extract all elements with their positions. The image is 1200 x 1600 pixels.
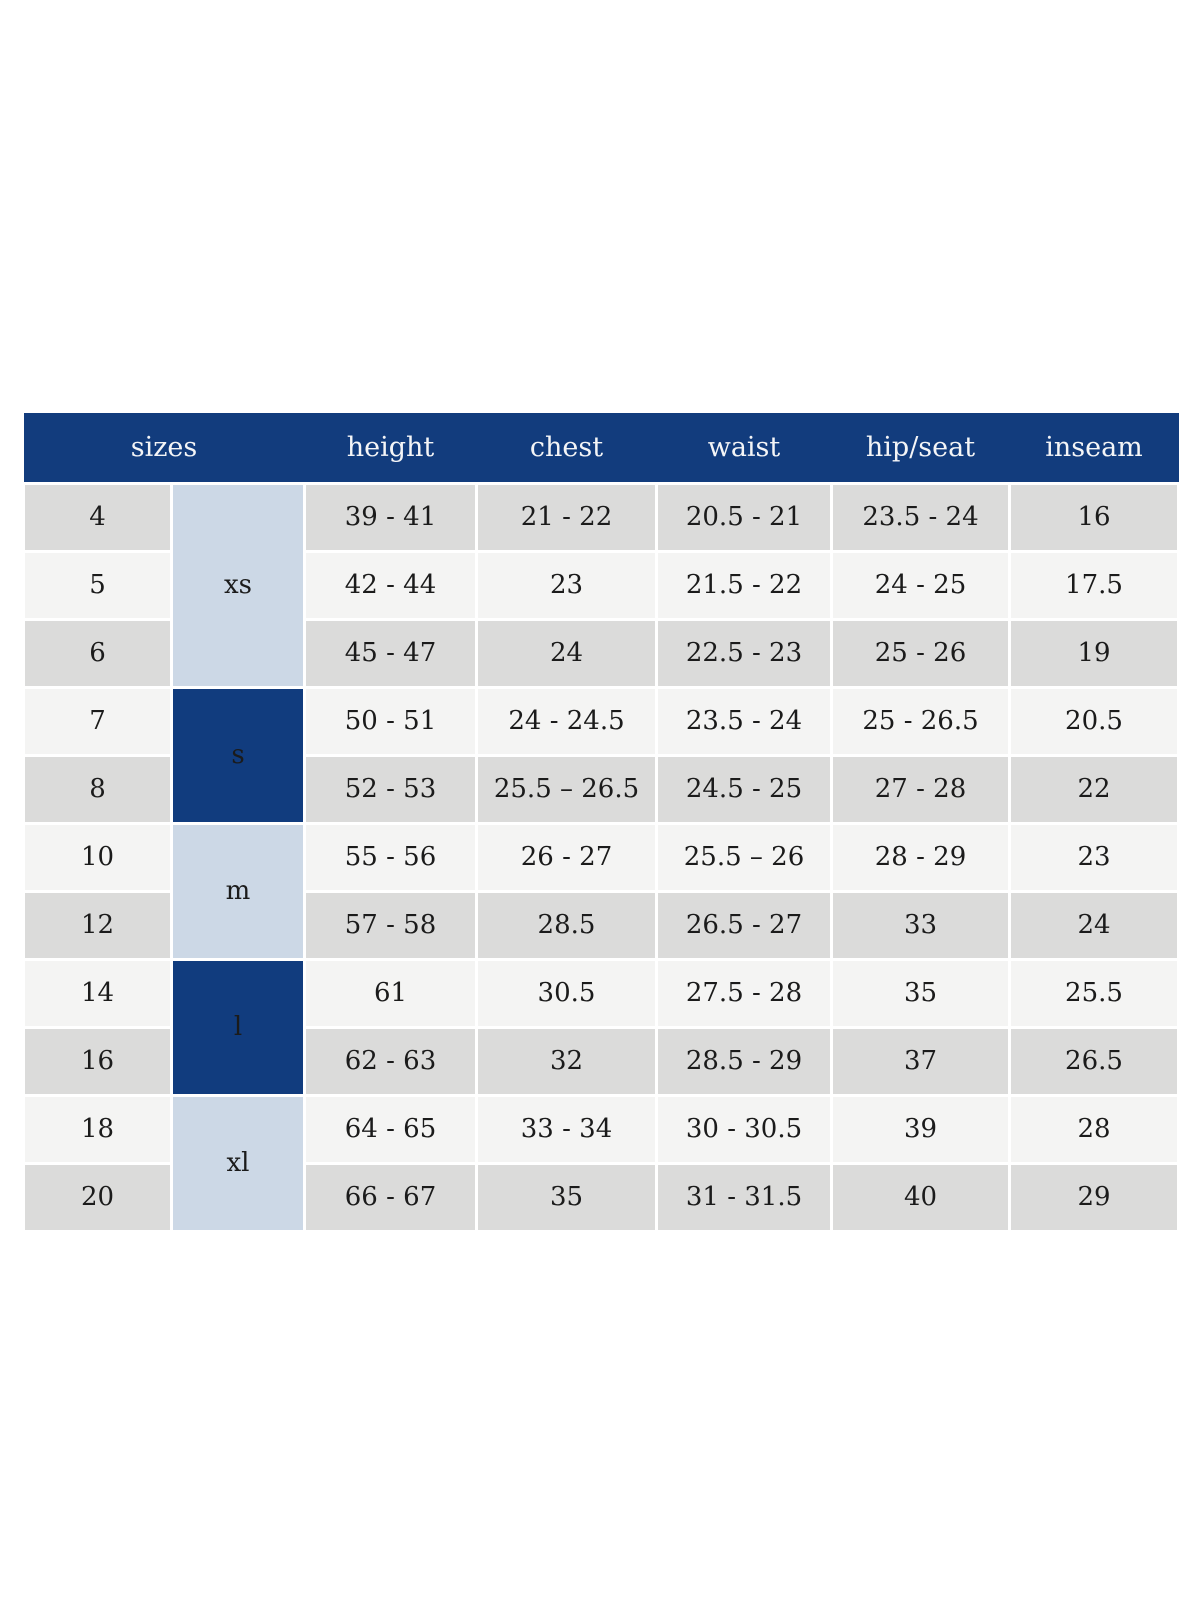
cell-inseam: 22: [1008, 753, 1180, 825]
cell-size: 10: [22, 821, 173, 893]
table-row: 7 s 50 - 51 24 - 24.5 23.5 - 24 25 - 26.…: [22, 685, 1180, 825]
cell-waist: 24.5 - 25: [655, 753, 833, 825]
table-row: 8 52 - 53 25.5 – 26.5 24.5 - 25 27 - 28 …: [22, 753, 1180, 825]
cell-size: 7: [22, 685, 173, 757]
column-header-waist: waist: [656, 413, 832, 483]
size-group-s: s: [170, 685, 306, 825]
cell-waist: 31 - 31.5: [655, 1161, 833, 1233]
table-row: 14 l 61 30.5 27.5 - 28 35 25.5: [22, 957, 1180, 1097]
cell-hip-seat: 25 - 26: [830, 617, 1011, 689]
cell-chest: 30.5: [475, 957, 658, 1029]
cell-hip-seat: 37: [830, 1025, 1011, 1097]
cell-height: 57 - 58: [303, 889, 478, 961]
cell-waist: 21.5 - 22: [655, 549, 833, 621]
cell-chest: 33 - 34: [475, 1093, 658, 1165]
cell-size: 14: [22, 957, 173, 1029]
cell-chest: 32: [475, 1025, 658, 1097]
size-group-l: l: [170, 957, 306, 1097]
cell-hip-seat: 40: [830, 1161, 1011, 1233]
cell-hip-seat: 25 - 26.5: [830, 685, 1011, 757]
cell-size: 6: [22, 617, 173, 689]
cell-size: 12: [22, 889, 173, 961]
table-row: 5 42 - 44 23 21.5 - 22 24 - 25 17.5: [22, 549, 1180, 621]
cell-waist: 28.5 - 29: [655, 1025, 833, 1097]
cell-hip-seat: 39: [830, 1093, 1011, 1165]
cell-size: 5: [22, 549, 173, 621]
cell-waist: 30 - 30.5: [655, 1093, 833, 1165]
size-group-xl: xl: [170, 1093, 306, 1233]
cell-waist: 20.5 - 21: [655, 481, 833, 553]
cell-chest: 24 - 24.5: [475, 685, 658, 757]
cell-waist: 22.5 - 23: [655, 617, 833, 689]
cell-waist: 23.5 - 24: [655, 685, 833, 757]
cell-size: 16: [22, 1025, 173, 1097]
cell-height: 42 - 44: [303, 549, 478, 621]
column-header-inseam: inseam: [1009, 413, 1179, 483]
cell-inseam: 19: [1008, 617, 1180, 689]
cell-inseam: 23: [1008, 821, 1180, 893]
cell-waist: 25.5 – 26: [655, 821, 833, 893]
size-group-m: m: [170, 821, 306, 961]
cell-chest: 35: [475, 1161, 658, 1233]
size-group-xs: xs: [170, 481, 306, 689]
cell-height: 50 - 51: [303, 685, 478, 757]
cell-size: 18: [22, 1093, 173, 1165]
cell-height: 45 - 47: [303, 617, 478, 689]
cell-chest: 26 - 27: [475, 821, 658, 893]
cell-size: 4: [22, 481, 173, 553]
column-header-chest: chest: [476, 413, 657, 483]
cell-inseam: 17.5: [1008, 549, 1180, 621]
cell-hip-seat: 27 - 28: [830, 753, 1011, 825]
cell-height: 62 - 63: [303, 1025, 478, 1097]
table-row: 10 m 55 - 56 26 - 27 25.5 – 26 28 - 29 2…: [22, 821, 1180, 961]
cell-chest: 23: [475, 549, 658, 621]
column-header-hip-seat: hip/seat: [831, 413, 1010, 483]
cell-waist: 26.5 - 27: [655, 889, 833, 961]
size-chart-table: sizes height chest waist hip/seat inseam…: [22, 413, 1180, 1233]
cell-height: 64 - 65: [303, 1093, 478, 1165]
cell-chest: 24: [475, 617, 658, 689]
cell-hip-seat: 24 - 25: [830, 549, 1011, 621]
cell-height: 66 - 67: [303, 1161, 478, 1233]
cell-inseam: 24: [1008, 889, 1180, 961]
cell-inseam: 20.5: [1008, 685, 1180, 757]
cell-hip-seat: 23.5 - 24: [830, 481, 1011, 553]
cell-inseam: 16: [1008, 481, 1180, 553]
table-row: 18 xl 64 - 65 33 - 34 30 - 30.5 39 28: [22, 1093, 1180, 1233]
cell-waist: 27.5 - 28: [655, 957, 833, 1029]
cell-height: 55 - 56: [303, 821, 478, 893]
cell-height: 52 - 53: [303, 753, 478, 825]
table-row: 6 45 - 47 24 22.5 - 23 25 - 26 19: [22, 617, 1180, 689]
cell-hip-seat: 35: [830, 957, 1011, 1029]
column-header-height: height: [304, 413, 477, 483]
cell-inseam: 28: [1008, 1093, 1180, 1165]
cell-chest: 25.5 – 26.5: [475, 753, 658, 825]
cell-size: 8: [22, 753, 173, 825]
cell-inseam: 29: [1008, 1161, 1180, 1233]
cell-height: 39 - 41: [303, 481, 478, 553]
table-row: 16 62 - 63 32 28.5 - 29 37 26.5: [22, 1025, 1180, 1097]
cell-chest: 21 - 22: [475, 481, 658, 553]
table-row: 4 xs 39 - 41 21 - 22 20.5 - 21 23.5 - 24…: [22, 481, 1180, 689]
cell-inseam: 25.5: [1008, 957, 1180, 1029]
table-row: 20 66 - 67 35 31 - 31.5 40 29: [22, 1161, 1180, 1233]
cell-chest: 28.5: [475, 889, 658, 961]
cell-height: 61: [303, 957, 478, 1029]
column-header-sizes: sizes: [23, 413, 305, 483]
cell-size: 20: [22, 1161, 173, 1233]
cell-hip-seat: 28 - 29: [830, 821, 1011, 893]
table-row: 12 57 - 58 28.5 26.5 - 27 33 24: [22, 889, 1180, 961]
cell-hip-seat: 33: [830, 889, 1011, 961]
header-row: sizes height chest waist hip/seat inseam: [23, 413, 1179, 483]
cell-inseam: 26.5: [1008, 1025, 1180, 1097]
